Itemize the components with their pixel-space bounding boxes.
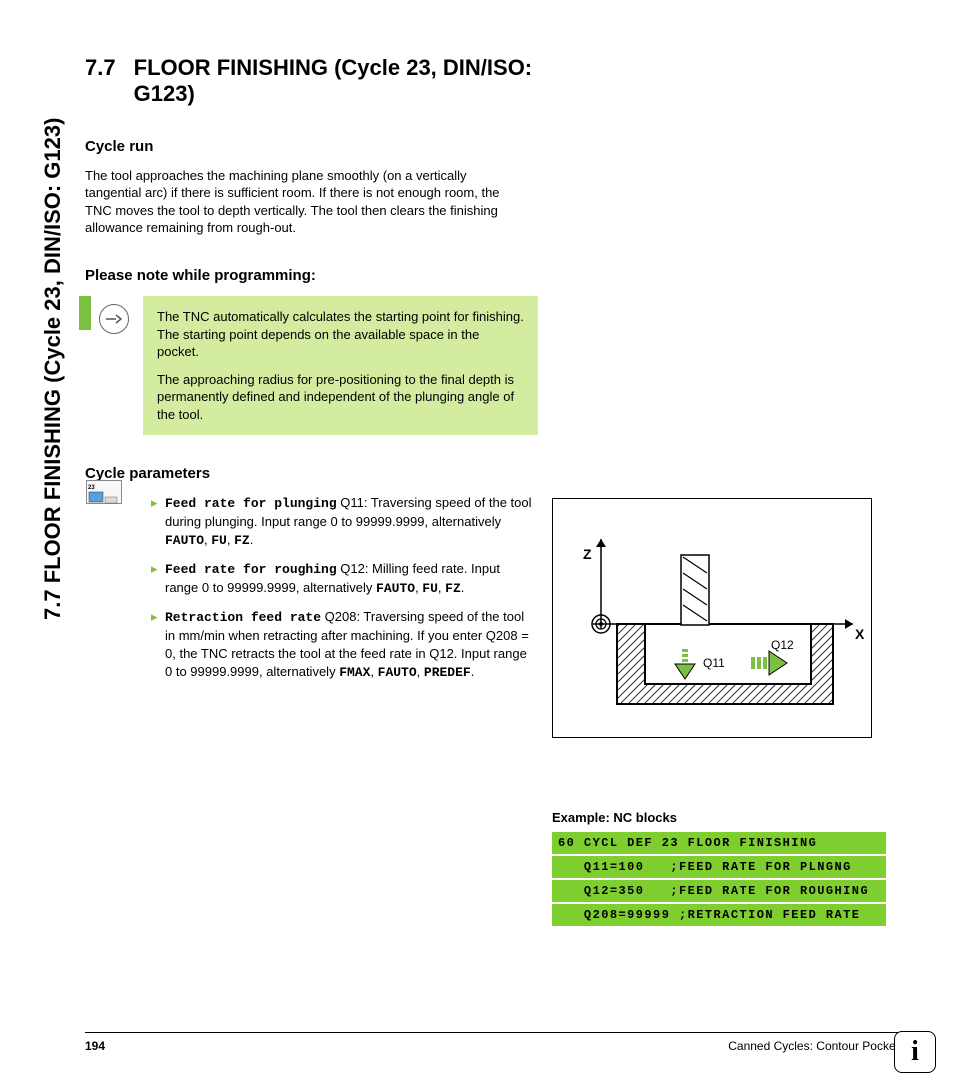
note-green-tab (79, 296, 91, 330)
note-heading: Please note while programming: (85, 267, 545, 284)
param-item: Retraction feed rate Q208: Traversing sp… (165, 608, 535, 682)
nc-blocks-heading: Example: NC blocks (552, 810, 677, 825)
note-p2: The approaching radius for pre-positioni… (157, 371, 524, 424)
section-header: 7.7 FLOOR FINISHING (Cycle 23, DIN/ISO: … (85, 55, 545, 108)
nc-row: Q12=350 ;FEED RATE FOR ROUGHING (552, 879, 886, 903)
cycle-run-text: The tool approaches the machining plane … (85, 167, 525, 237)
main-content: 7.7 FLOOR FINISHING (Cycle 23, DIN/ISO: … (85, 55, 545, 692)
q11-label: Q11 (703, 656, 725, 670)
note-box: The TNC automatically calculates the sta… (143, 296, 538, 435)
cycle-icon-number: 23 (88, 485, 95, 491)
cycle-params-heading: Cycle parameters (85, 465, 545, 482)
cycle-icon: 23 (86, 480, 122, 504)
nc-blocks-table: 60 CYCL DEF 23 FLOOR FINISHING Q11=100 ;… (552, 832, 886, 928)
section-number: 7.7 (85, 55, 130, 81)
axis-z-label: Z (583, 546, 592, 562)
chapter-name: Canned Cycles: Contour Pocket (728, 1039, 899, 1053)
page-footer: 194 Canned Cycles: Contour Pocket (85, 1032, 899, 1053)
note-arrow-icon (99, 304, 129, 334)
q12-label: Q12 (771, 638, 794, 652)
nc-row: Q208=99999 ;RETRACTION FEED RATE (552, 903, 886, 927)
cycle-diagram: Z X Q11 Q12 (552, 498, 872, 738)
nc-row: 60 CYCL DEF 23 FLOOR FINISHING (552, 832, 886, 855)
section-title: FLOOR FINISHING (Cycle 23, DIN/ISO: G123… (134, 55, 534, 108)
sidebar-section-title: 7.7 FLOOR FINISHING (Cycle 23, DIN/ISO: … (40, 118, 66, 620)
note-p1: The TNC automatically calculates the sta… (157, 308, 524, 361)
params-list: Feed rate for plunging Q11: Traversing s… (165, 494, 535, 681)
page-number: 194 (85, 1039, 105, 1053)
cycle-run-heading: Cycle run (85, 138, 545, 155)
param-item: Feed rate for roughing Q12: Milling feed… (165, 560, 535, 598)
nc-row: Q11=100 ;FEED RATE FOR PLNGNG (552, 855, 886, 879)
info-icon: i (894, 1031, 936, 1073)
axis-x-label: X (855, 626, 865, 642)
param-item: Feed rate for plunging Q11: Traversing s… (165, 494, 535, 550)
